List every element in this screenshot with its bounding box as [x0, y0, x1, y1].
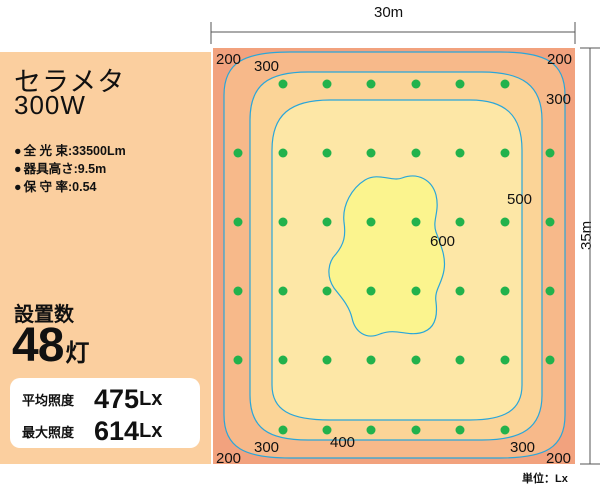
fixture-dot [500, 217, 510, 227]
fixture-dot [278, 286, 288, 296]
fixture-dot [455, 217, 465, 227]
contour-label: 200 [216, 450, 241, 467]
fixture-dot [278, 79, 288, 89]
fixture-dot [366, 79, 376, 89]
fixture-dot [278, 425, 288, 435]
fixture-dot [233, 148, 243, 158]
fixture-dot [366, 148, 376, 158]
spec-bullet: ● [14, 162, 22, 176]
contour-labels: 200 300 200 300 500 600 400 300 200 300 … [216, 51, 572, 467]
fixture-dot [500, 425, 510, 435]
maximum-illuminance-label: 最大照度 [22, 425, 75, 440]
installation-label: 設置数 [14, 304, 74, 326]
spec-bullet: ● [14, 144, 22, 158]
contour-label: 300 [254, 58, 279, 75]
maximum-illuminance-value: 614 [94, 416, 140, 446]
average-illuminance-value: 475 [94, 384, 140, 414]
fixture-dot [545, 148, 555, 158]
average-illuminance-label: 平均照度 [22, 393, 75, 408]
product-name: セラメタ [14, 67, 126, 97]
info-panel: セラメタ 300W ● 全 光 束:33500Lm ● 器具高さ:9.5m ● 保 守… [0, 52, 211, 464]
fixture-dot [233, 217, 243, 227]
contour-label: 300 [510, 439, 535, 456]
illuminance-box: 平均照度 475Lx 最大照度 614Lx [10, 378, 200, 448]
fixture-dot [500, 286, 510, 296]
fixture-dot [500, 355, 510, 365]
installation-count: 48灯 [12, 318, 89, 373]
spec-label: 器具高さ [23, 162, 74, 176]
spec-label: 保 守 率 [23, 180, 69, 194]
installation-count-value: 48 [12, 319, 64, 372]
average-illuminance: 平均照度 475Lx [22, 384, 162, 415]
fixture-dot [233, 286, 243, 296]
fixture-dot [322, 286, 332, 296]
fixture-grid [233, 79, 555, 435]
contour-label: 200 [546, 450, 571, 467]
fixture-dot [411, 148, 421, 158]
fixture-dot [455, 148, 465, 158]
contour-label: 500 [507, 191, 532, 208]
spec-maintenance-factor: ● 保 守 率:0.54 [14, 176, 97, 195]
fixture-dot [411, 79, 421, 89]
fixture-dot [545, 217, 555, 227]
fixture-dot [411, 217, 421, 227]
fixture-dot [455, 286, 465, 296]
spec-label: 全 光 束 [23, 144, 69, 158]
fixture-dot [455, 355, 465, 365]
fixture-dot [278, 148, 288, 158]
width-dimension-label: 30m [374, 4, 404, 21]
spec-value: :33500Lm [68, 144, 126, 158]
fixture-dot [233, 355, 243, 365]
fixture-dot [455, 79, 465, 89]
contour-label: 200 [547, 51, 572, 68]
contour-label: 300 [254, 439, 279, 456]
contour-label: 300 [546, 91, 571, 108]
fixture-dot [411, 425, 421, 435]
fixture-dot [500, 79, 510, 89]
average-illuminance-unit: Lx [139, 388, 163, 410]
spec-luminous-flux: ● 全 光 束:33500Lm [14, 140, 126, 159]
spec-fixture-height: ● 器具高さ:9.5m [14, 158, 106, 177]
fixture-dot [322, 355, 332, 365]
contour-label: 600 [430, 233, 455, 250]
fixture-dot [545, 286, 555, 296]
fixture-dot [411, 355, 421, 365]
maximum-illuminance: 最大照度 614Lx [22, 416, 162, 447]
fixture-dot [500, 148, 510, 158]
fixture-dot [322, 217, 332, 227]
fixture-dot [278, 217, 288, 227]
contour-band-600 [328, 175, 446, 337]
spec-bullet: ● [14, 180, 22, 194]
fixture-dot [455, 425, 465, 435]
installation-count-unit: 灯 [65, 340, 90, 367]
product-wattage: 300W [14, 90, 86, 120]
fixture-dot [322, 148, 332, 158]
contour-label: 400 [330, 434, 355, 451]
spec-value: :9.5m [73, 162, 107, 176]
fixture-dot [322, 425, 332, 435]
fixture-dot [366, 286, 376, 296]
fixture-dot [545, 355, 555, 365]
fixture-dot [322, 79, 332, 89]
maximum-illuminance-unit: Lx [139, 420, 163, 442]
fixture-dot [366, 355, 376, 365]
fixture-dot [411, 286, 421, 296]
dimension-lines [210, 22, 600, 465]
fixture-dot [366, 425, 376, 435]
spec-value: :0.54 [68, 180, 97, 194]
contour-label: 200 [216, 51, 241, 68]
fixture-dot [278, 355, 288, 365]
fixture-dot [366, 217, 376, 227]
